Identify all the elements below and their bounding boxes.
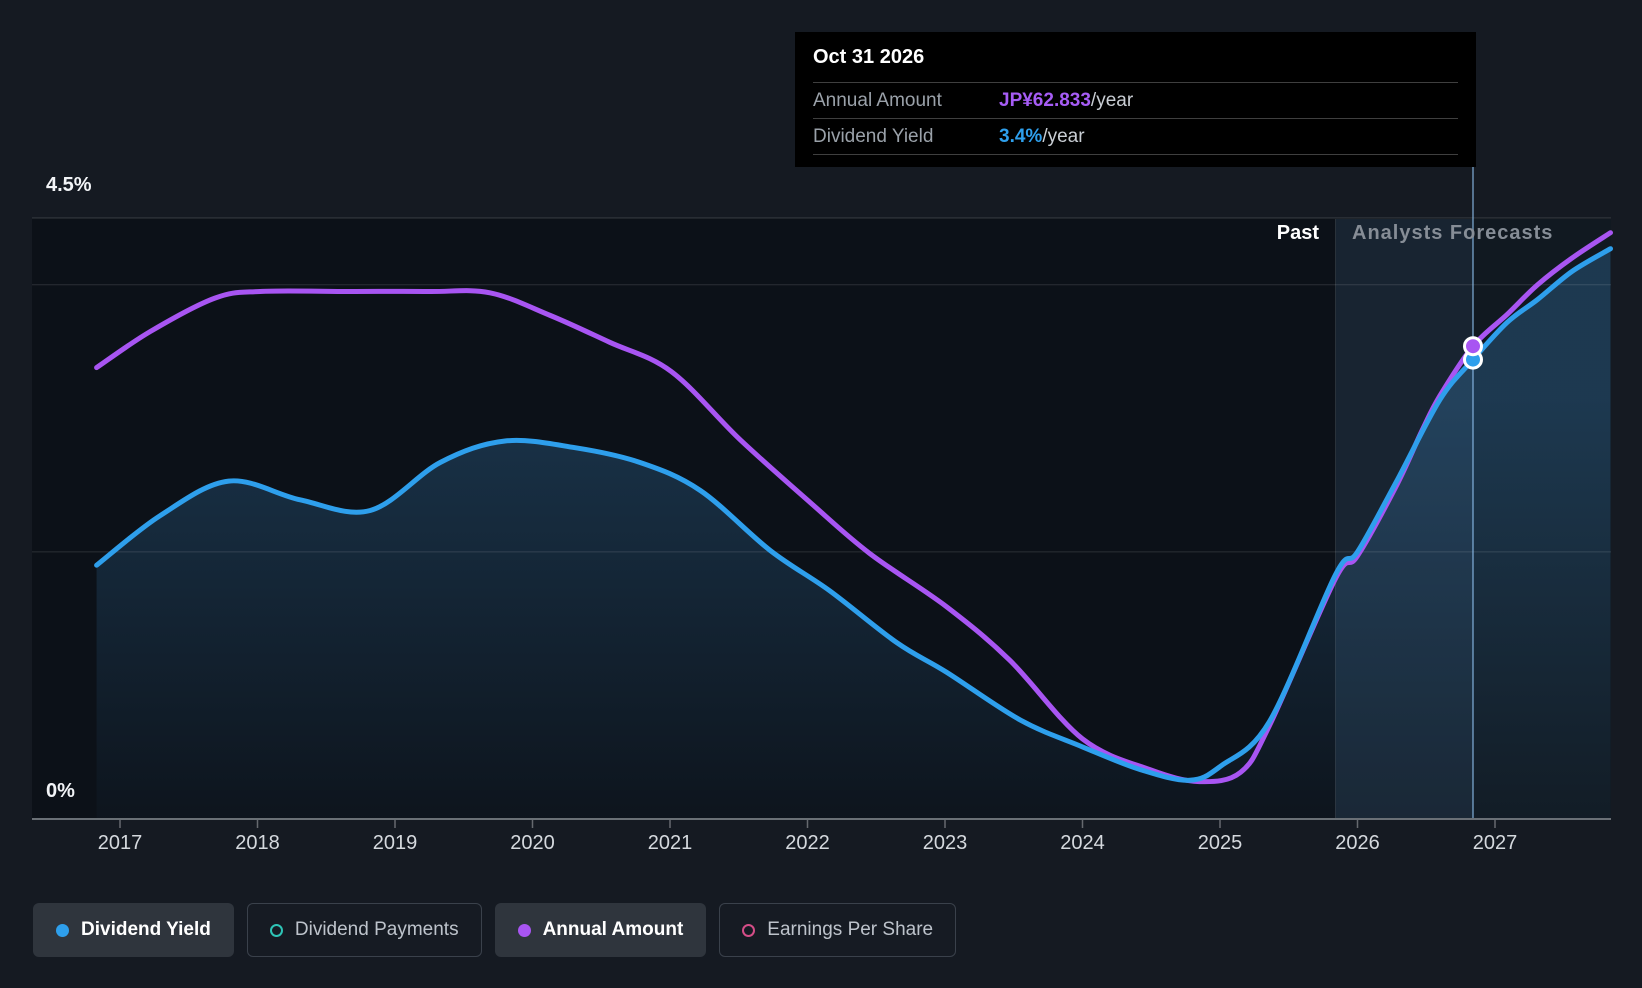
tooltip-value-suffix: /year xyxy=(1042,125,1085,147)
hover-markers xyxy=(1463,336,1483,370)
tooltip-bottom-rule xyxy=(813,154,1458,167)
x-tick-label-2019: 2019 xyxy=(372,832,418,854)
forecast-hover-band xyxy=(1335,219,1473,819)
x-tick-label-2021: 2021 xyxy=(647,832,693,854)
x-tick-label-2023: 2023 xyxy=(922,832,968,854)
tooltip-row-dividend-yield: Dividend Yield 3.4% /year xyxy=(813,118,1458,154)
legend-label: Dividend Payments xyxy=(294,919,459,940)
dividend-yield-dot-icon xyxy=(56,923,69,937)
x-tick-label-2024: 2024 xyxy=(1060,832,1105,854)
tooltip-label: Dividend Yield xyxy=(813,125,934,147)
tooltip-row-annual-amount: Annual Amount JP¥62.833 /year xyxy=(813,82,1458,118)
x-tick-label-2022: 2022 xyxy=(785,832,830,854)
x-tick-label-2018: 2018 xyxy=(235,832,280,854)
forecast-region-label: Analysts Forecasts xyxy=(1352,222,1554,244)
legend-button-dividend-yield[interactable]: Dividend Yield xyxy=(33,903,234,957)
y-axis-label-bottom: 0% xyxy=(46,780,75,802)
legend-label: Dividend Yield xyxy=(81,919,211,940)
tooltip-value: 3.4% xyxy=(999,125,1043,147)
dividend-yield-area xyxy=(96,248,1611,819)
tooltip-value: JP¥62.833 xyxy=(999,89,1091,111)
y-axis-label-top: 4.5% xyxy=(46,174,92,196)
chart-legend: Dividend Yield Dividend Payments Annual … xyxy=(33,903,957,957)
past-region-label: Past xyxy=(1276,222,1319,244)
x-tick-label-2027: 2027 xyxy=(1472,832,1518,854)
x-tick-label-2017: 2017 xyxy=(97,832,143,854)
dividend-yield-line xyxy=(94,246,1613,783)
tooltip-date: Oct 31 2026 xyxy=(813,46,925,68)
dividend-payments-ring-icon xyxy=(269,923,283,937)
x-axis-ticks xyxy=(119,820,1496,828)
x-tick-label-2020: 2020 xyxy=(510,832,555,854)
tooltip-value-suffix: /year xyxy=(1090,89,1134,111)
legend-label: Earnings Per Share xyxy=(767,919,934,940)
tooltip-label: Annual Amount xyxy=(813,89,942,111)
x-tick-label-2026: 2026 xyxy=(1335,832,1380,854)
x-tick-label-2025: 2025 xyxy=(1197,832,1243,854)
gridlines xyxy=(32,217,1611,553)
legend-button-dividend-payments[interactable]: Dividend Payments xyxy=(246,903,482,957)
hover-tooltip: Oct 31 2026 Annual Amount JP¥62.833 /yea… xyxy=(795,32,1476,167)
legend-button-annual-amount[interactable]: Annual Amount xyxy=(494,903,707,957)
earnings-per-share-ring-icon xyxy=(742,923,756,937)
legend-label: Annual Amount xyxy=(542,919,684,940)
annual-amount-dot-icon xyxy=(517,923,531,937)
legend-button-earnings-per-share[interactable]: Earnings Per Share xyxy=(719,903,957,957)
